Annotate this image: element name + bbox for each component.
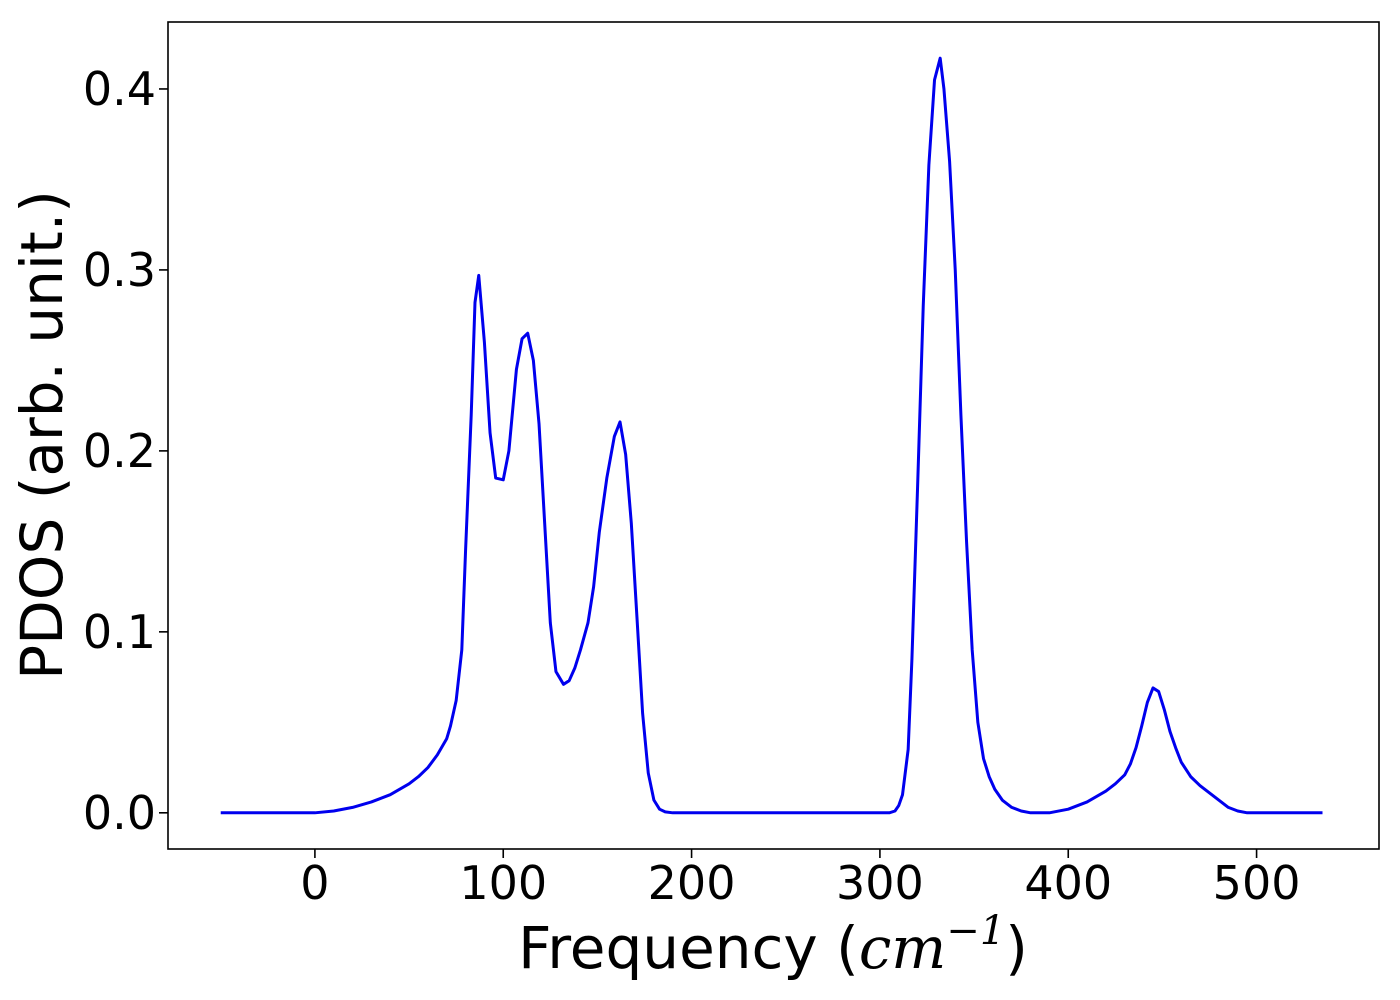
y-axis-label: PDOS (arb. unit.) [8,190,76,680]
x-tick-label: 200 [648,856,736,910]
x-axis-label: Frequency (cm−1) [518,908,1028,982]
y-axis-ticks: 0.0 0.1 0.2 0.3 0.4 [83,62,168,840]
x-axis-unit-base: cm [859,914,946,982]
y-tick-label: 0.0 [83,786,156,840]
plot-area [168,22,1379,849]
x-axis-unit-exponent: −1 [946,908,1005,954]
series-line-0 [220,56,1323,815]
x-tick-label: 0 [300,856,329,910]
data-layer [220,56,1323,815]
x-tick-label: 400 [1024,856,1112,910]
y-tick-label: 0.4 [83,62,156,116]
y-tick-label: 0.3 [83,243,156,297]
plot-frame [167,21,1380,850]
x-tick-label: 300 [836,856,924,910]
y-tick-label: 0.2 [83,424,156,478]
x-axis-label-text: Frequency [518,914,818,982]
x-tick-label: 100 [459,856,547,910]
x-tick-label: 500 [1213,856,1301,910]
x-axis-ticks: 0 100 200 300 400 500 [300,849,1300,910]
y-tick-label: 0.1 [83,605,156,659]
